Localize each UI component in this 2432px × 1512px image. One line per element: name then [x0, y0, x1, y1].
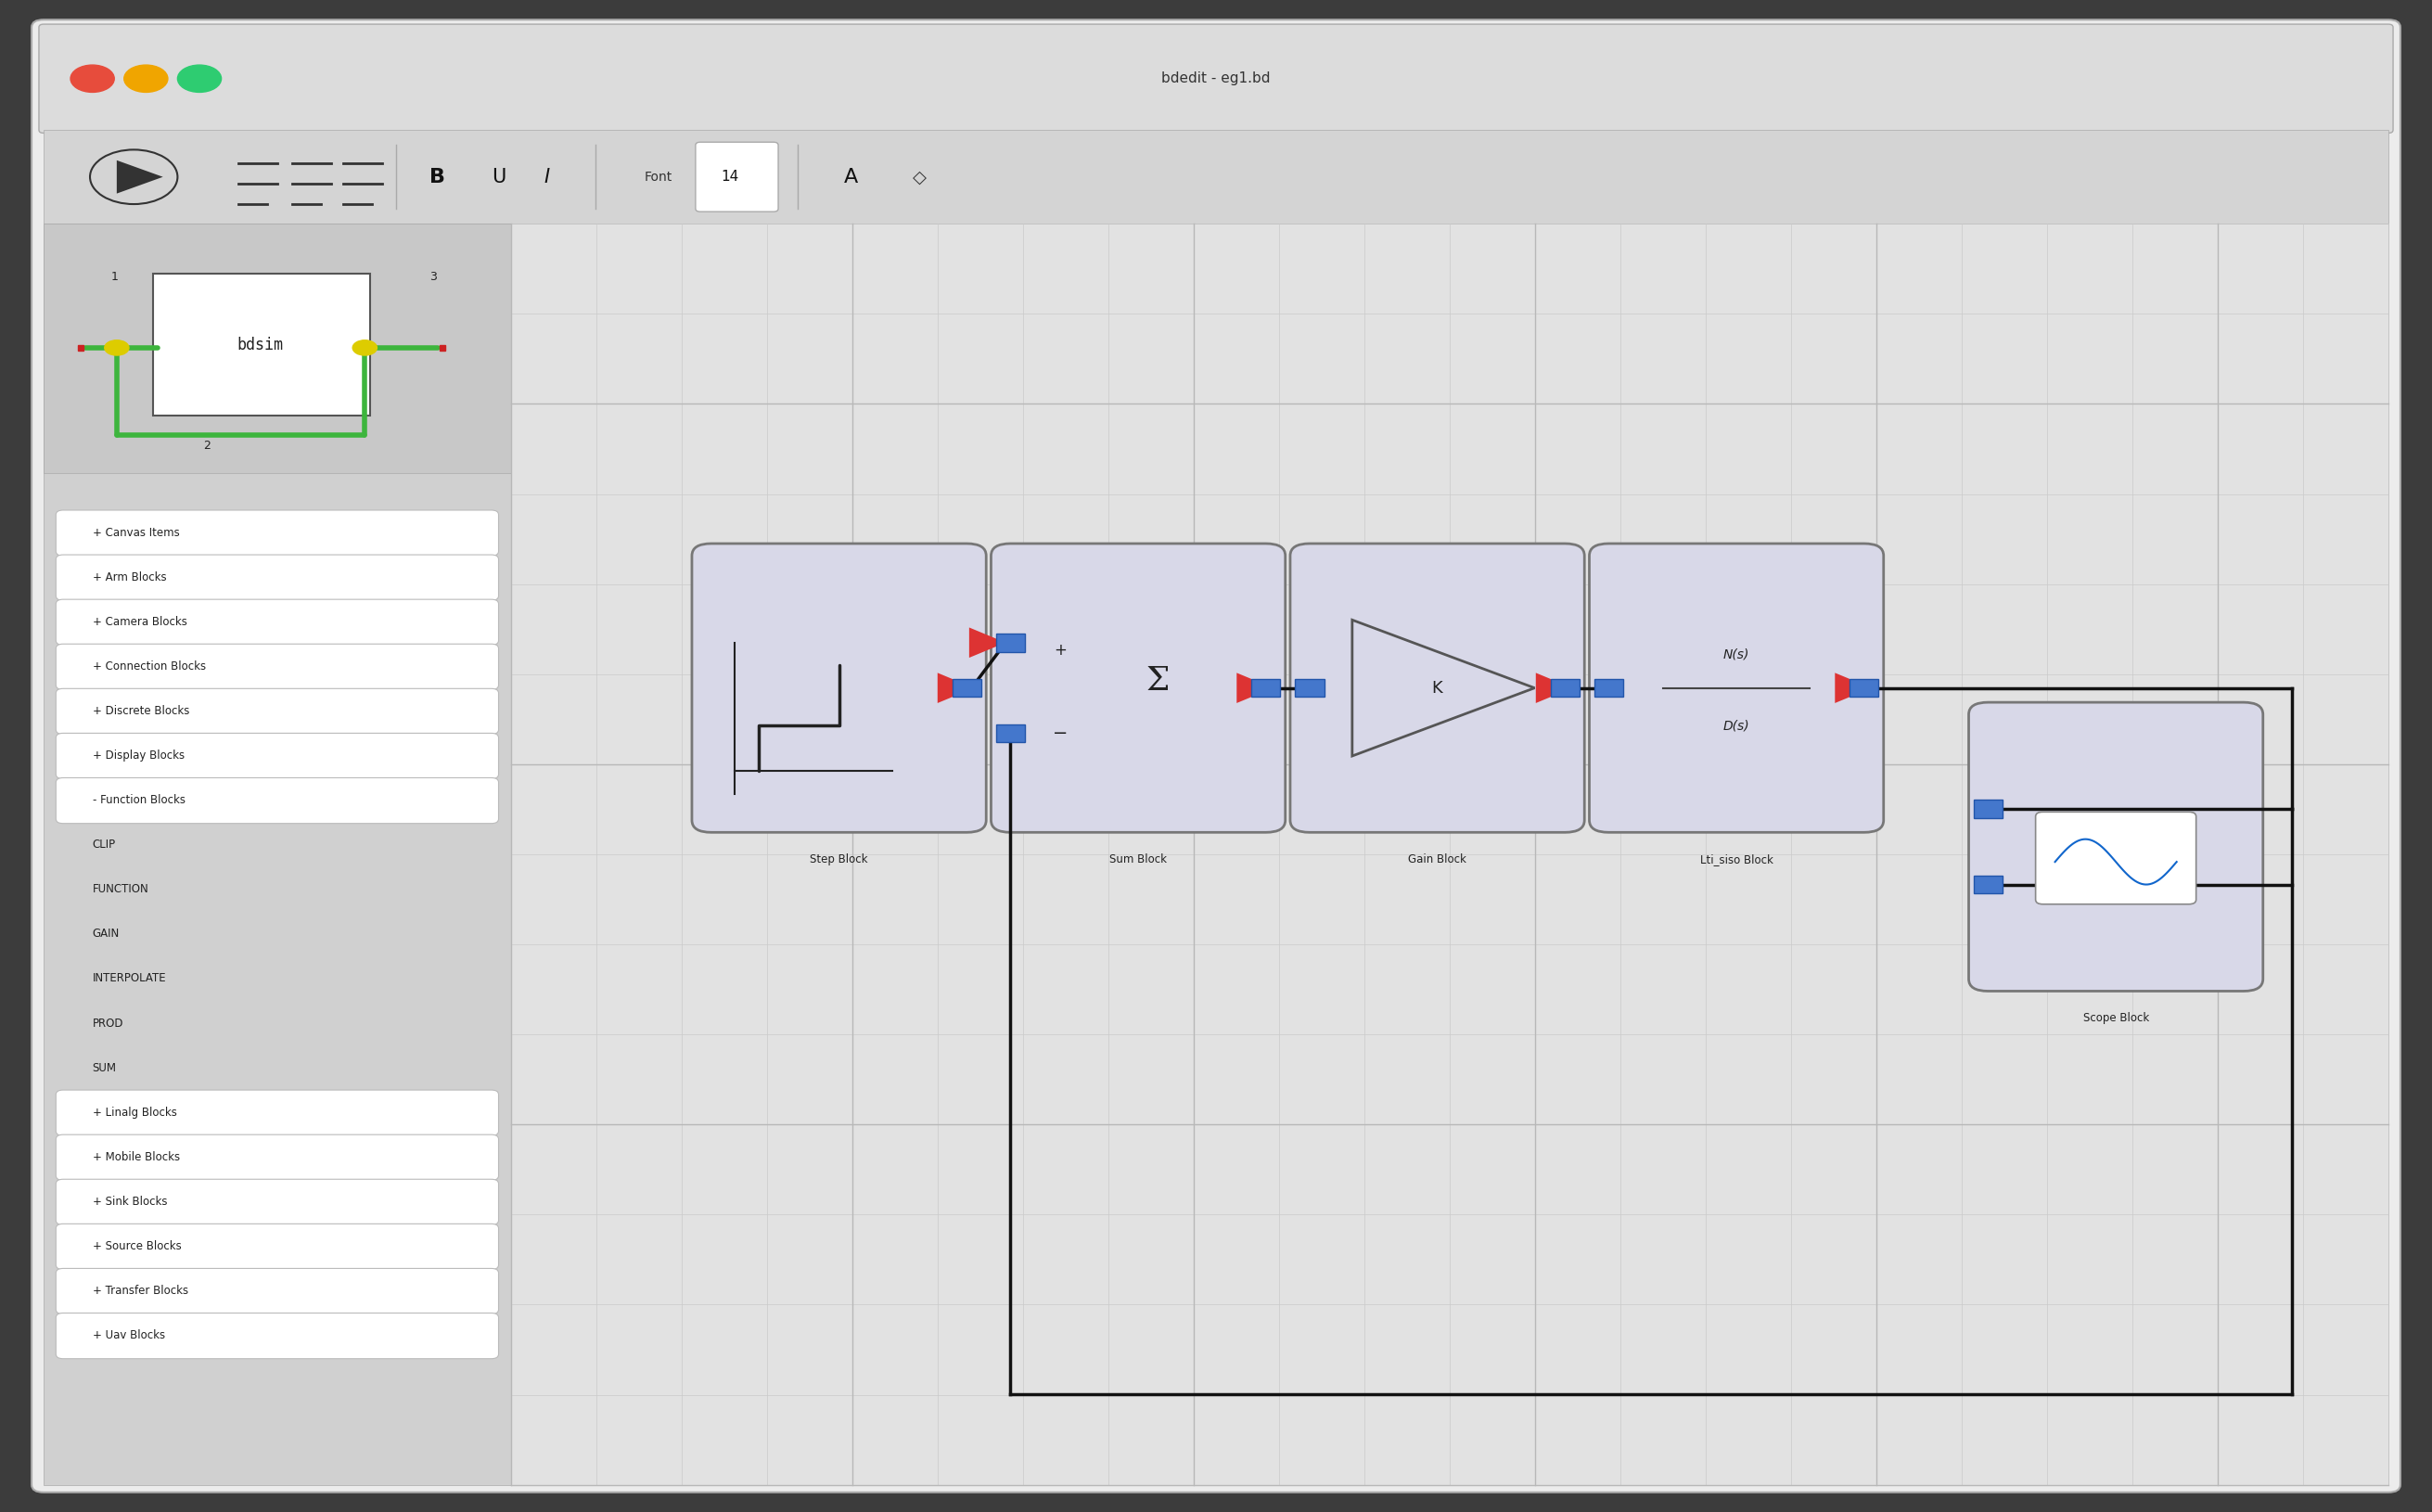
FancyBboxPatch shape [56, 688, 499, 735]
FancyBboxPatch shape [56, 733, 499, 779]
Circle shape [71, 65, 114, 92]
FancyBboxPatch shape [1972, 875, 2002, 894]
FancyBboxPatch shape [56, 1312, 499, 1359]
Text: + Camera Blocks: + Camera Blocks [92, 615, 187, 627]
FancyBboxPatch shape [56, 644, 499, 689]
Text: A: A [844, 168, 858, 186]
Text: - Function Blocks: - Function Blocks [92, 794, 185, 806]
FancyBboxPatch shape [56, 1134, 499, 1181]
Text: Scope Block: Scope Block [2082, 1013, 2150, 1024]
Text: Lti_siso Block: Lti_siso Block [1700, 853, 1773, 865]
Polygon shape [117, 160, 163, 194]
Text: ◇: ◇ [912, 168, 927, 186]
Text: 3: 3 [428, 271, 438, 283]
Text: bdedit - eg1.bd: bdedit - eg1.bd [1162, 71, 1270, 86]
FancyBboxPatch shape [56, 1223, 499, 1270]
FancyBboxPatch shape [32, 20, 2400, 1492]
Text: 2: 2 [202, 440, 212, 452]
FancyBboxPatch shape [56, 510, 499, 556]
FancyBboxPatch shape [56, 1179, 499, 1225]
FancyBboxPatch shape [1967, 702, 2262, 992]
Text: FUNCTION: FUNCTION [92, 883, 148, 895]
FancyBboxPatch shape [992, 544, 1284, 832]
FancyBboxPatch shape [44, 130, 2388, 224]
Text: + Mobile Blocks: + Mobile Blocks [92, 1151, 180, 1163]
Polygon shape [1834, 673, 1870, 703]
Text: PROD: PROD [92, 1018, 124, 1030]
FancyBboxPatch shape [56, 777, 499, 824]
Text: +: + [1053, 641, 1068, 659]
Text: + Display Blocks: + Display Blocks [92, 750, 185, 762]
FancyBboxPatch shape [44, 224, 511, 473]
Text: Step Block: Step Block [810, 853, 868, 865]
Text: INTERPOLATE: INTERPOLATE [92, 972, 165, 984]
Circle shape [178, 65, 221, 92]
FancyBboxPatch shape [1294, 679, 1323, 697]
Circle shape [353, 340, 377, 355]
Text: N(s): N(s) [1724, 649, 1749, 661]
FancyBboxPatch shape [1588, 544, 1882, 832]
Text: D(s): D(s) [1724, 720, 1749, 732]
Text: U: U [491, 168, 506, 186]
Text: Σ: Σ [1145, 665, 1170, 696]
Text: + Linalg Blocks: + Linalg Blocks [92, 1107, 178, 1119]
Circle shape [124, 65, 168, 92]
FancyBboxPatch shape [56, 555, 499, 600]
FancyBboxPatch shape [2036, 812, 2196, 904]
Polygon shape [1537, 673, 1571, 703]
FancyBboxPatch shape [997, 724, 1026, 742]
FancyBboxPatch shape [39, 24, 2393, 133]
Text: + Arm Blocks: + Arm Blocks [92, 572, 165, 584]
Text: bdsim: bdsim [236, 336, 285, 354]
Text: Sum Block: Sum Block [1109, 853, 1167, 865]
Text: B: B [430, 168, 445, 186]
Text: + Uav Blocks: + Uav Blocks [92, 1329, 165, 1341]
FancyBboxPatch shape [997, 634, 1026, 652]
Text: Gain Block: Gain Block [1408, 853, 1466, 865]
Polygon shape [936, 673, 973, 703]
Text: 1: 1 [109, 271, 119, 283]
FancyBboxPatch shape [1549, 679, 1578, 697]
FancyBboxPatch shape [1972, 800, 2002, 818]
Text: Font: Font [644, 171, 674, 183]
FancyBboxPatch shape [1289, 544, 1586, 832]
Text: −: − [1053, 724, 1068, 742]
Text: + Source Blocks: + Source Blocks [92, 1240, 182, 1252]
Polygon shape [1352, 620, 1535, 756]
Text: K: K [1432, 679, 1442, 697]
Text: + Canvas Items: + Canvas Items [92, 526, 180, 538]
Text: + Sink Blocks: + Sink Blocks [92, 1196, 168, 1208]
FancyBboxPatch shape [951, 679, 980, 697]
FancyBboxPatch shape [56, 1269, 499, 1314]
FancyBboxPatch shape [56, 599, 499, 646]
FancyBboxPatch shape [511, 224, 2388, 1485]
Text: SUM: SUM [92, 1061, 117, 1074]
FancyBboxPatch shape [56, 1090, 499, 1136]
FancyBboxPatch shape [1252, 679, 1279, 697]
Text: + Discrete Blocks: + Discrete Blocks [92, 705, 190, 717]
Text: + Transfer Blocks: + Transfer Blocks [92, 1285, 187, 1297]
Text: + Connection Blocks: + Connection Blocks [92, 661, 207, 673]
Text: GAIN: GAIN [92, 928, 119, 940]
FancyBboxPatch shape [153, 274, 370, 416]
Polygon shape [968, 627, 1007, 658]
FancyBboxPatch shape [691, 544, 985, 832]
FancyBboxPatch shape [44, 224, 511, 1485]
Circle shape [105, 340, 129, 355]
Text: 14: 14 [720, 169, 739, 184]
FancyBboxPatch shape [1593, 679, 1622, 697]
Text: CLIP: CLIP [92, 839, 117, 851]
FancyBboxPatch shape [1848, 679, 1878, 697]
FancyBboxPatch shape [696, 142, 778, 212]
Polygon shape [1238, 673, 1274, 703]
Text: I: I [545, 168, 550, 186]
